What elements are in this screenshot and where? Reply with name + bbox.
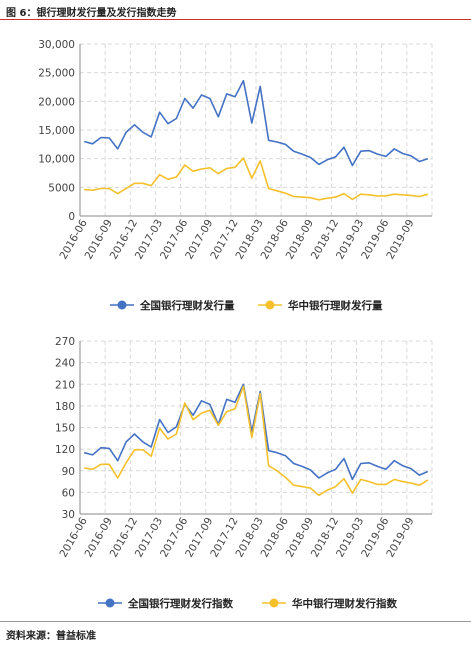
series-line-2 bbox=[84, 157, 429, 201]
legend-label: 华中银行理财发行量 bbox=[288, 299, 383, 312]
y-tick-label: 60 bbox=[62, 487, 75, 499]
series-line-2 bbox=[84, 385, 429, 497]
y-tick-label: 150 bbox=[55, 423, 75, 435]
y-tick-label: 20,000 bbox=[38, 96, 75, 108]
legend-label: 全国银行理财发行指数 bbox=[127, 597, 233, 610]
source-note: 资料来源：普益标准 bbox=[6, 631, 96, 642]
y-tick-label: 10,000 bbox=[38, 154, 75, 166]
y-tick-label: 210 bbox=[55, 379, 75, 391]
legend-label: 全国银行理财发行量 bbox=[139, 299, 235, 312]
legend-marker bbox=[117, 300, 127, 310]
y-tick-label: 30,000 bbox=[38, 39, 75, 51]
chart-issuance-volume: 0500010,00015,00020,00025,00030,0002016-… bbox=[38, 39, 433, 312]
y-tick-label: 120 bbox=[55, 444, 75, 456]
chart-issuance-index: 3060901201501802102402702016-062016-0920… bbox=[55, 336, 433, 610]
y-tick-label: 0 bbox=[68, 211, 75, 223]
source-rule bbox=[0, 621, 471, 622]
y-tick-label: 5000 bbox=[48, 182, 75, 194]
legend-marker bbox=[105, 598, 115, 608]
figure-title: 图 6：银行理财发行量及发行指数走势 bbox=[6, 8, 177, 19]
y-tick-label: 90 bbox=[62, 466, 75, 478]
legend-label: 华中银行理财发行指数 bbox=[292, 597, 397, 610]
y-tick-label: 15,000 bbox=[38, 125, 75, 137]
series-line-1 bbox=[83, 79, 429, 167]
legend-marker bbox=[269, 598, 279, 608]
y-tick-label: 180 bbox=[55, 401, 75, 413]
legend-marker bbox=[265, 300, 275, 310]
y-tick-label: 240 bbox=[55, 358, 75, 370]
y-tick-label: 25,000 bbox=[38, 68, 75, 80]
title-rule bbox=[0, 19, 471, 20]
y-tick-label: 30 bbox=[62, 509, 75, 521]
y-tick-label: 270 bbox=[55, 336, 75, 348]
